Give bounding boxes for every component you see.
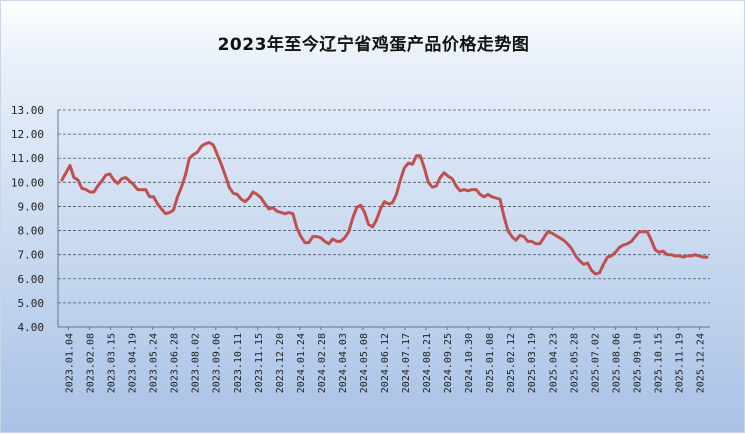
x-tick-label: 2025.08.06 — [611, 333, 622, 393]
x-tick-label: 2024.08.21 — [422, 333, 433, 393]
x-tick-label: 2025.02.12 — [506, 333, 517, 393]
y-tick-label: 4.00 — [18, 321, 45, 334]
x-tick-label: 2023.05.24 — [149, 333, 160, 393]
x-tick-label: 2024.05.08 — [359, 333, 370, 393]
y-tick-label: 9.00 — [18, 200, 45, 213]
x-tick-label: 2023.09.06 — [212, 333, 223, 393]
x-tick-label: 2025.11.19 — [674, 333, 685, 393]
x-tick-label: 2023.06.28 — [170, 333, 181, 393]
x-tick-label: 2025.10.15 — [653, 333, 664, 393]
x-tick-label: 2023.01.04 — [65, 333, 76, 393]
chart-title: 2023年至今辽宁省鸡蛋产品价格走势图 — [217, 35, 530, 55]
y-tick-label: 13.00 — [11, 104, 44, 117]
x-tick-label: 2024.10.30 — [464, 333, 475, 393]
x-tick-label: 2023.10.11 — [233, 333, 244, 393]
x-tick-label: 2023.04.19 — [128, 333, 139, 393]
x-tick-label: 2024.06.12 — [380, 333, 391, 393]
y-tick-label: 11.00 — [11, 152, 44, 165]
y-tick-label: 7.00 — [18, 249, 45, 262]
x-tick-label: 2024.04.03 — [338, 333, 349, 393]
y-tick-label: 10.00 — [11, 176, 44, 189]
y-tick-label: 12.00 — [11, 128, 44, 141]
x-tick-label: 2024.02.28 — [317, 333, 328, 393]
x-tick-label: 2023.11.15 — [254, 333, 265, 393]
x-tick-label: 2023.03.15 — [107, 333, 118, 393]
price-series-line — [60, 141, 709, 276]
x-tick-label: 2025.07.02 — [590, 333, 601, 393]
x-tick-label: 2025.01.08 — [485, 333, 496, 393]
x-tick-label: 2025.09.10 — [632, 333, 643, 393]
y-tick-label: 8.00 — [18, 225, 45, 238]
x-tick-label: 2024.07.17 — [401, 333, 412, 393]
y-tick-label: 5.00 — [18, 297, 45, 310]
x-tick-label: 2024.01.24 — [296, 333, 307, 393]
x-tick-label: 2025.12.24 — [695, 333, 706, 393]
x-tick-label: 2025.03.19 — [527, 333, 538, 393]
x-tick-label: 2023.02.08 — [86, 333, 97, 393]
x-tick-label: 2023.12.20 — [275, 333, 286, 393]
y-tick-label: 6.00 — [18, 273, 45, 286]
x-tick-label: 2023.08.02 — [191, 333, 202, 393]
x-tick-label: 2025.05.28 — [569, 333, 580, 393]
x-tick-label: 2024.09.25 — [443, 333, 454, 393]
x-tick-label: 2025.04.23 — [548, 333, 559, 393]
